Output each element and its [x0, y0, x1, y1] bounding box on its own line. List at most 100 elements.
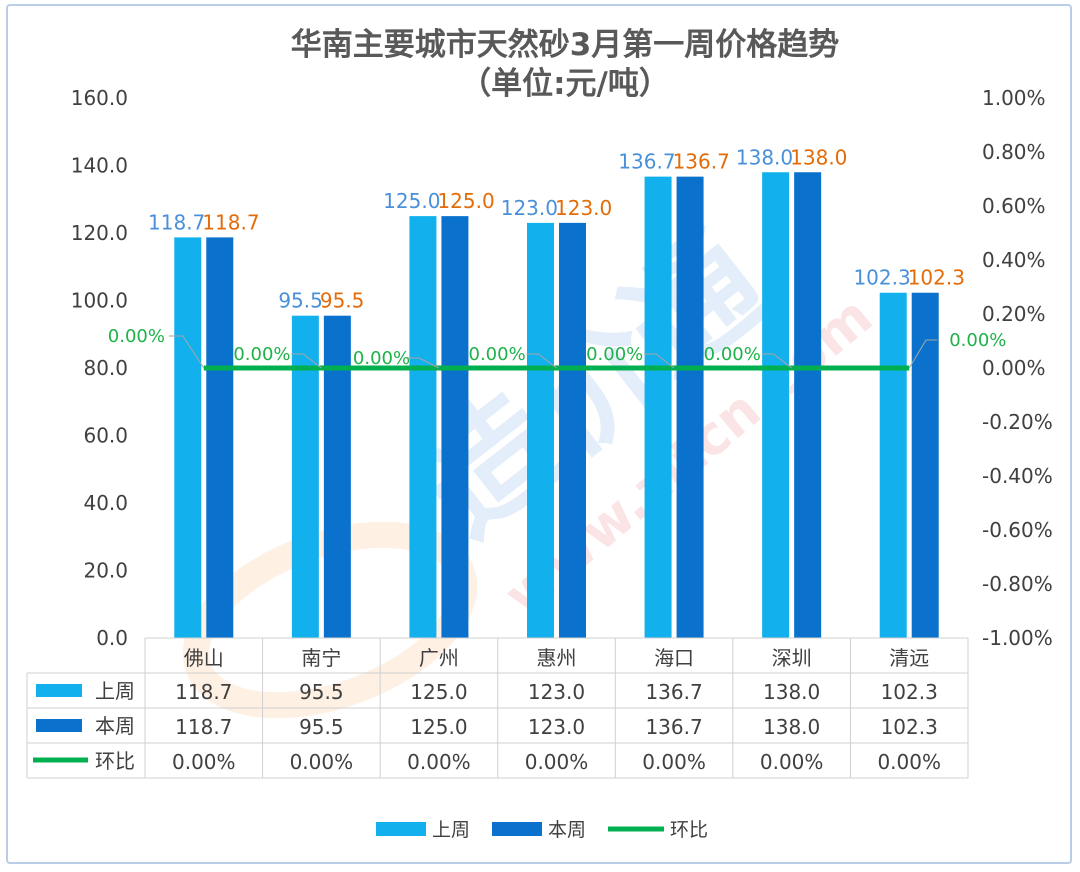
- bar-this-week: [911, 292, 939, 638]
- ratio-data-label: 0.00%: [586, 344, 643, 365]
- y-right-tick-label: -1.00%: [982, 626, 1053, 650]
- table-cell: 95.5: [299, 715, 344, 739]
- table-cell: 136.7: [645, 715, 702, 739]
- y-left-tick-label: 100.0: [71, 289, 128, 313]
- category-label: 海口: [654, 646, 694, 670]
- bar-data-label: 136.7: [673, 150, 730, 174]
- ratio-line: 0.00% 0.00% 0.00% 0.00% 0.00% 0.00% 0.00%: [108, 326, 1006, 371]
- legend-key: [376, 822, 426, 836]
- table-cell: 0.00%: [407, 750, 471, 774]
- bar-this-week: [676, 176, 704, 638]
- bar-data-label: 102.3: [853, 266, 910, 290]
- table-cell: 118.7: [175, 680, 232, 704]
- bar-data-label: 123.0: [501, 196, 558, 220]
- y-left-tick-label: 80.0: [83, 356, 128, 380]
- category-label: 惠州: [537, 646, 577, 670]
- bar-prev-week: [644, 176, 672, 638]
- y-right-tick-label: 0.20%: [982, 302, 1046, 326]
- bar-prev-week: [879, 292, 907, 638]
- bar-this-week: [206, 237, 234, 638]
- category-label: 深圳: [772, 646, 812, 670]
- table-series-name: 本周: [95, 714, 135, 738]
- ratio-leader-line: [526, 353, 557, 369]
- table-cell: 138.0: [763, 715, 820, 739]
- table-cell: 136.7: [645, 680, 702, 704]
- table-cell: 125.0: [410, 680, 467, 704]
- ratio-data-label: 0.00%: [469, 344, 526, 365]
- y-right-tick-label: 0.00%: [982, 356, 1046, 380]
- bar-prev-week: [174, 237, 202, 638]
- bar-prev-week: [291, 315, 319, 638]
- table-cell: 0.00%: [172, 750, 236, 774]
- y-right-tick-label: -0.20%: [982, 410, 1053, 434]
- legend: 上周 本周 环比: [376, 819, 708, 841]
- legend-label: 本周: [548, 819, 586, 841]
- ratio-leader-line: [168, 335, 205, 369]
- bar-this-week: [559, 222, 586, 638]
- bar-data-label: 138.0: [736, 145, 793, 169]
- y-left-tick-label: 60.0: [83, 424, 128, 448]
- ratio-leader-line: [405, 357, 440, 369]
- table-cell: 125.0: [410, 715, 467, 739]
- table-series-key: [36, 684, 82, 697]
- y-axis-left: 0.0 20.0 40.0 60.0 80.0 100.0 120.0 140.0 160.0: [71, 86, 128, 650]
- table-series-name: 上周: [95, 679, 135, 703]
- table-cell: 0.00%: [760, 750, 824, 774]
- ratio-leader-line: [908, 339, 938, 369]
- bar-data-label: 118.7: [148, 210, 205, 234]
- y-right-tick-label: -0.80%: [982, 572, 1053, 596]
- category-label: 广州: [419, 646, 459, 670]
- bar-this-week: [794, 172, 822, 638]
- chart-title: 华南主要城市天然砂3月第一周价格趋势: [291, 27, 840, 63]
- ratio-data-label: 0.00%: [949, 330, 1006, 351]
- ratio-leader-line: [291, 353, 322, 369]
- bar-prev-week: [527, 222, 554, 638]
- bar-data-label: 95.5: [278, 289, 323, 313]
- legend-key: [492, 822, 542, 836]
- y-left-tick-label: 140.0: [71, 154, 128, 178]
- ratio-data-label: 0.00%: [233, 344, 290, 365]
- y-right-tick-label: 0.60%: [982, 194, 1046, 218]
- category-label: 清远: [889, 646, 929, 670]
- bar-prev-week: [762, 172, 790, 638]
- ratio-data-label: 0.00%: [108, 326, 165, 347]
- bars: [174, 172, 939, 638]
- bar-data-label: 136.7: [618, 150, 675, 174]
- legend-label: 环比: [670, 819, 708, 841]
- ratio-data-label: 0.00%: [353, 348, 410, 369]
- category-label: 佛山: [184, 646, 224, 670]
- bar-data-label: 125.0: [437, 189, 494, 213]
- bar-this-week: [323, 315, 351, 638]
- table-cell: 102.3: [881, 680, 938, 704]
- table-series-name: 环比: [95, 749, 135, 773]
- y-right-tick-label: 0.40%: [982, 248, 1046, 272]
- y-left-tick-label: 160.0: [71, 86, 128, 110]
- table-cell: 95.5: [299, 680, 344, 704]
- ratio-data-label: 0.00%: [704, 344, 761, 365]
- table-cell: 0.00%: [525, 750, 589, 774]
- chart-subtitle: （单位:元/吨）: [460, 66, 670, 102]
- y-left-tick-label: 120.0: [71, 221, 128, 245]
- table-series-key: [36, 719, 82, 732]
- bar-data-label: 138.0: [790, 145, 847, 169]
- table-cell: 0.00%: [642, 750, 706, 774]
- y-left-tick-label: 40.0: [83, 491, 128, 515]
- y-left-tick-label: 20.0: [83, 559, 128, 583]
- bar-data-label: 95.5: [320, 289, 365, 313]
- table-cell: 0.00%: [877, 750, 941, 774]
- ratio-leader-line: [761, 353, 792, 369]
- y-axis-right: -1.00% -0.80% -0.60% -0.40% -0.20% 0.00% 0.20%…: [982, 86, 1053, 650]
- bar-data-label: 125.0: [383, 189, 440, 213]
- y-right-tick-label: -0.60%: [982, 518, 1053, 542]
- table-cell: 118.7: [175, 715, 232, 739]
- table-cell: 123.0: [528, 680, 585, 704]
- category-label: 南宁: [301, 646, 341, 670]
- table-cell: 138.0: [763, 680, 820, 704]
- bar-data-label: 118.7: [202, 210, 259, 234]
- ratio-leader-line: [644, 353, 675, 369]
- table-cell: 102.3: [881, 715, 938, 739]
- y-right-tick-label: 1.00%: [982, 86, 1046, 110]
